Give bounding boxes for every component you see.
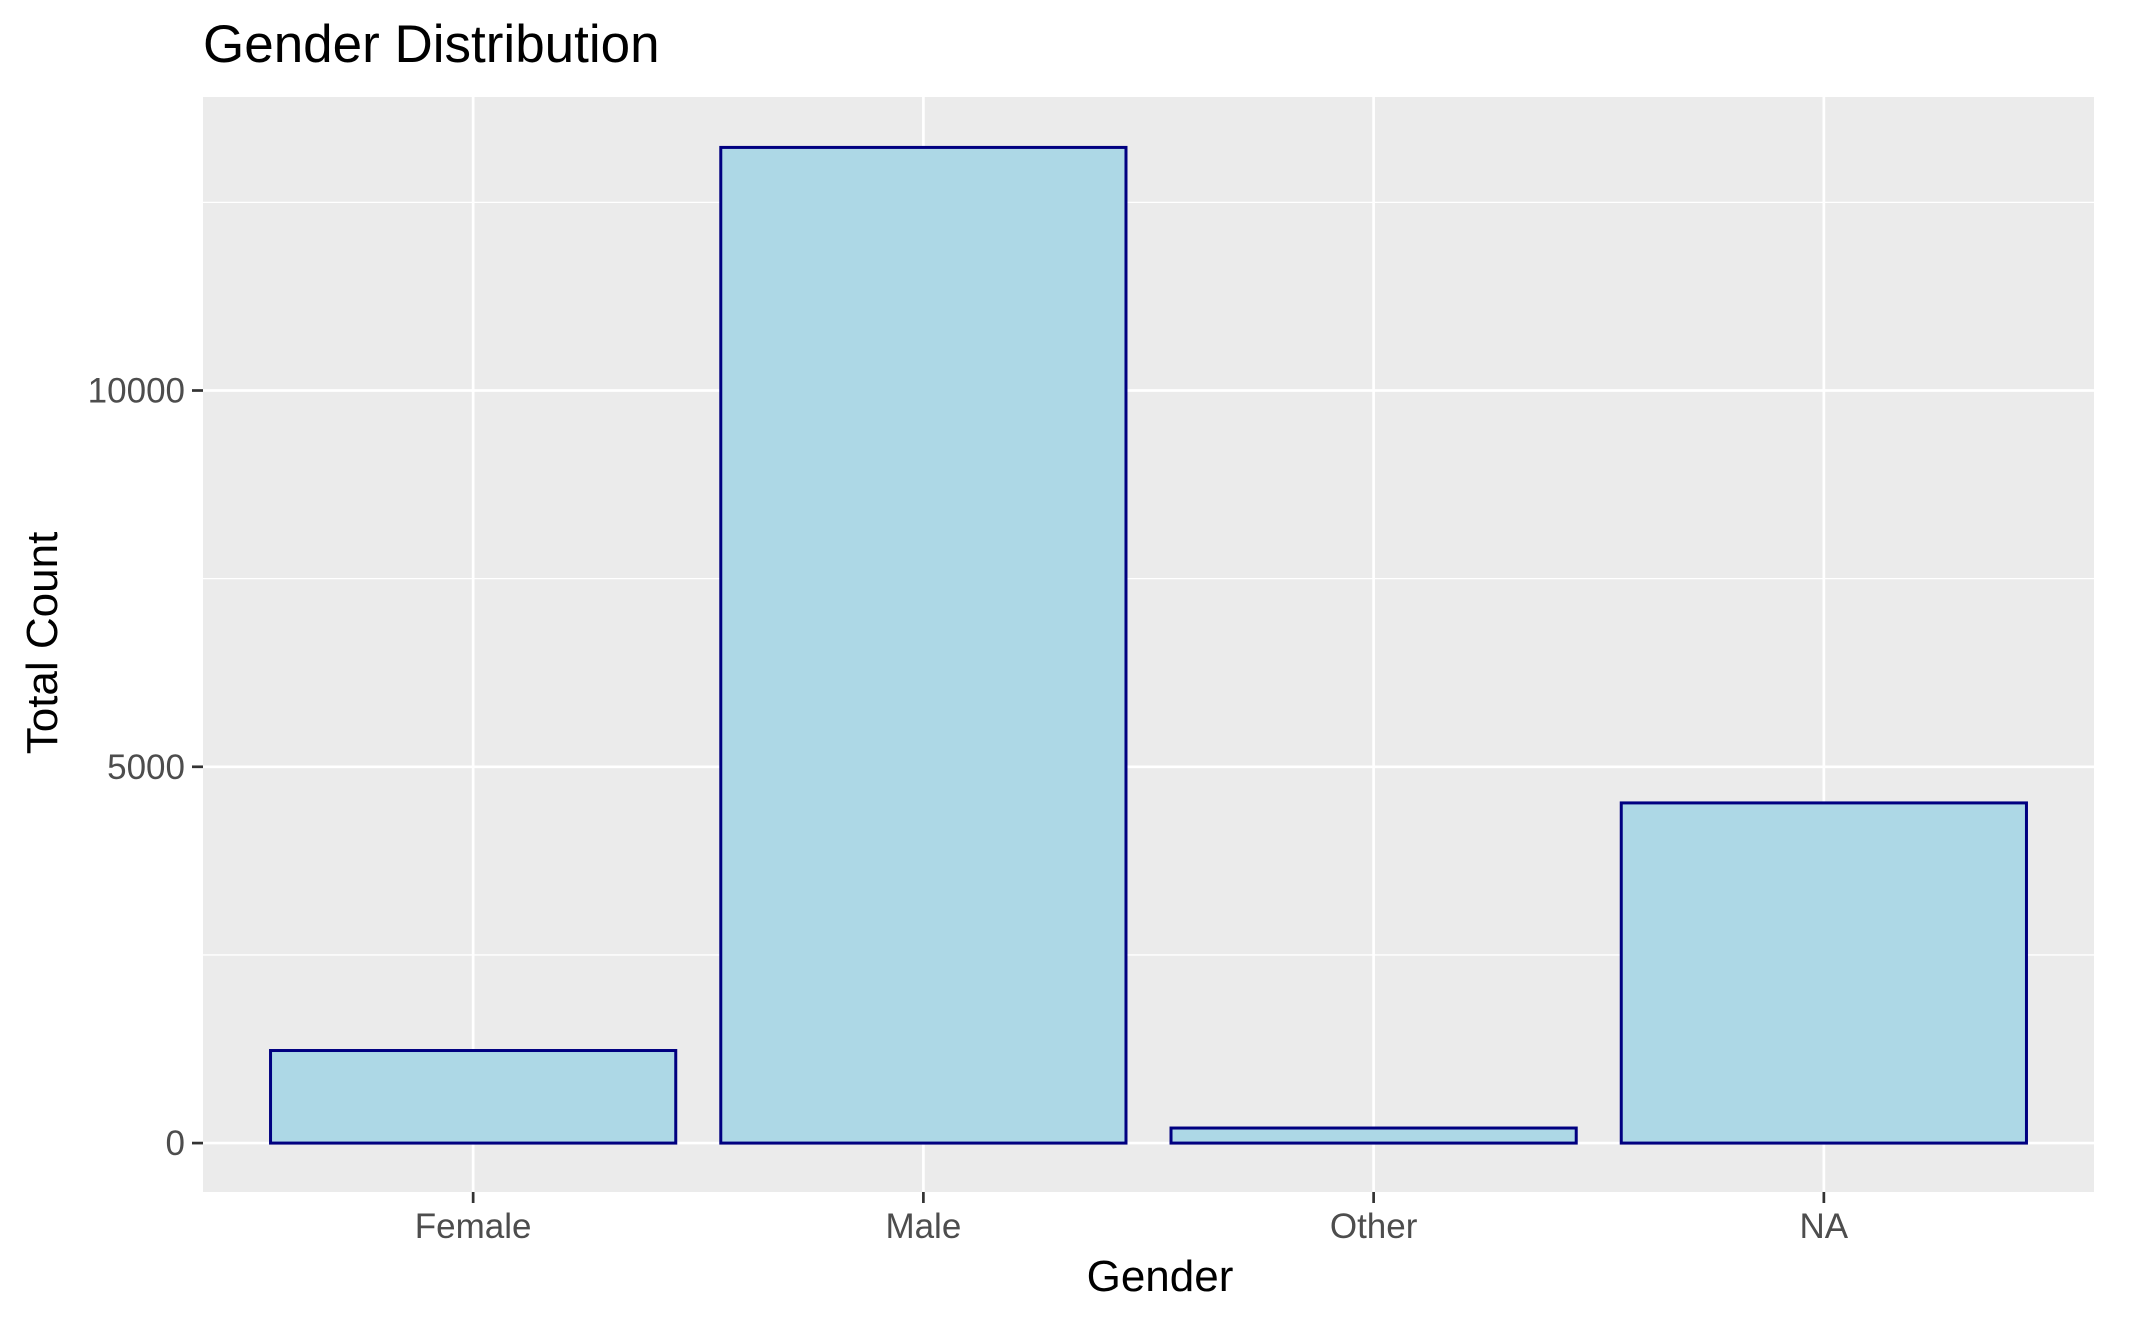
x-tick-label: NA [1800,1207,1849,1246]
bar-female [269,1049,678,1145]
chart-title: Gender Distribution [203,15,660,74]
x-tick-label: Female [415,1207,532,1246]
y-tick-label: 0 [166,1124,185,1163]
y-tick-label: 5000 [107,748,185,787]
x-axis-title: Gender [1087,1252,1234,1301]
y-axis: 0 5000 10000 [88,372,203,1163]
bar-na [1619,801,2028,1145]
y-axis-title: Total Count [18,532,67,755]
x-tick-label: Male [885,1207,961,1246]
bar-male [719,145,1128,1145]
bars [269,145,2028,1145]
y-tick-label: 10000 [88,372,185,411]
x-axis: Female Male Other NA [415,1192,1849,1246]
bar-other [1169,1126,1578,1145]
x-tick-label: Other [1330,1207,1418,1246]
